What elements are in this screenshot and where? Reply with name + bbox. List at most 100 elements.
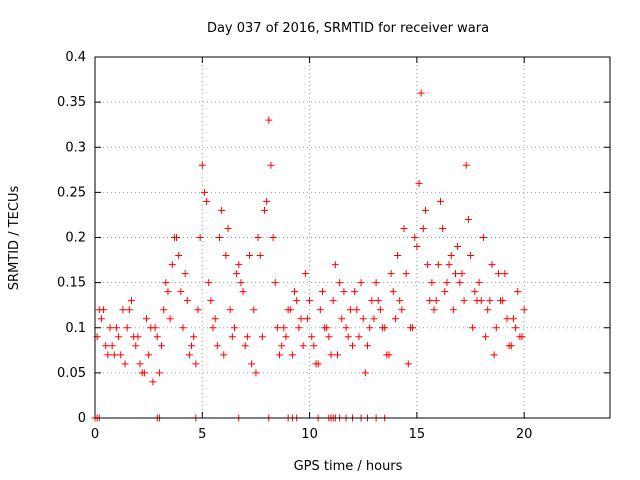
y-axis-label: SRMTID / TECUs [7,186,22,291]
data-point [479,234,487,241]
data-point [125,306,133,314]
data-point [467,252,475,260]
data-point [398,306,406,314]
data-point [359,315,367,323]
data-point [297,315,305,323]
data-point [344,333,352,341]
y-tick-label: 0.05 [57,366,86,381]
data-point [207,297,215,305]
x-axis-label: GPS time / hours [294,459,403,474]
data-point [288,351,296,359]
data-point [271,279,279,287]
data-point [252,369,260,377]
data-point [342,324,350,332]
data-point [424,261,432,269]
data-point [218,206,226,214]
data-point [419,224,427,232]
data-point [402,270,410,278]
data-point [387,270,395,278]
data-point [258,333,266,341]
data-point [507,342,515,350]
data-point [374,297,382,305]
data-point [115,333,123,341]
data-point [331,261,339,269]
data-point [273,324,281,332]
data-point [428,279,436,287]
data-point [456,279,464,287]
data-point [417,89,425,97]
y-axis-ticks: 0 0.05 0.1 0.15 0.2 0.25 0.3 0.35 0.4 [57,50,610,426]
y-tick-label: 0.25 [57,185,86,200]
data-point [492,324,500,332]
data-point [516,333,524,341]
y-tick-label: 0 [78,411,86,426]
data-point [413,243,421,251]
data-point [248,360,256,368]
data-point [445,261,453,269]
data-point [179,324,187,332]
data-point [265,116,273,124]
data-point [447,252,455,260]
data-point [458,270,466,278]
data-point [280,324,288,332]
data-point [314,360,322,368]
data-point [316,306,324,314]
data-point [261,206,269,214]
data-point [340,288,348,296]
data-point [132,342,140,350]
data-point [226,306,234,314]
data-point [278,342,286,350]
data-point [514,288,522,296]
data-point [323,324,331,332]
data-point [237,279,245,287]
data-point [366,324,374,332]
data-point [203,197,211,205]
data-point [134,333,142,341]
data-point [503,315,511,323]
y-tick-label: 0.3 [65,140,86,155]
data-point [136,360,144,368]
plot-area-frame [94,56,611,419]
data-point [173,234,181,241]
data-point [233,270,241,278]
data-point [155,369,163,377]
data-point [482,333,490,341]
data-point [168,261,176,269]
data-point [100,306,108,314]
data-point [372,279,380,287]
data-point [121,360,129,368]
data-point [209,324,217,332]
data-point [160,306,168,314]
data-point [329,297,337,305]
data-point [353,306,361,314]
data-point [127,297,135,305]
data-point [494,270,502,278]
data-point [192,360,200,368]
data-point [394,252,402,260]
data-point [441,288,449,296]
y-tick-label: 0.35 [57,95,86,110]
data-point [108,342,116,350]
y-tick-label: 0.2 [65,231,86,246]
x-axis-ticks: 0 5 10 15 20 [91,57,532,442]
data-point [190,333,198,341]
data-point [327,351,335,359]
data-point [306,297,314,305]
data-point [333,351,341,359]
data-point [230,324,238,332]
data-point [241,342,249,350]
data-point [106,324,114,332]
data-point [224,224,232,232]
data-point [396,297,404,305]
data-point [400,224,408,232]
data-point [486,297,494,305]
data-point [213,342,221,350]
data-point [250,306,258,314]
data-point [123,324,131,332]
data-point [112,324,120,332]
data-point [336,279,344,287]
data-point [452,270,459,278]
data-point [284,306,292,314]
data-point [404,360,412,368]
